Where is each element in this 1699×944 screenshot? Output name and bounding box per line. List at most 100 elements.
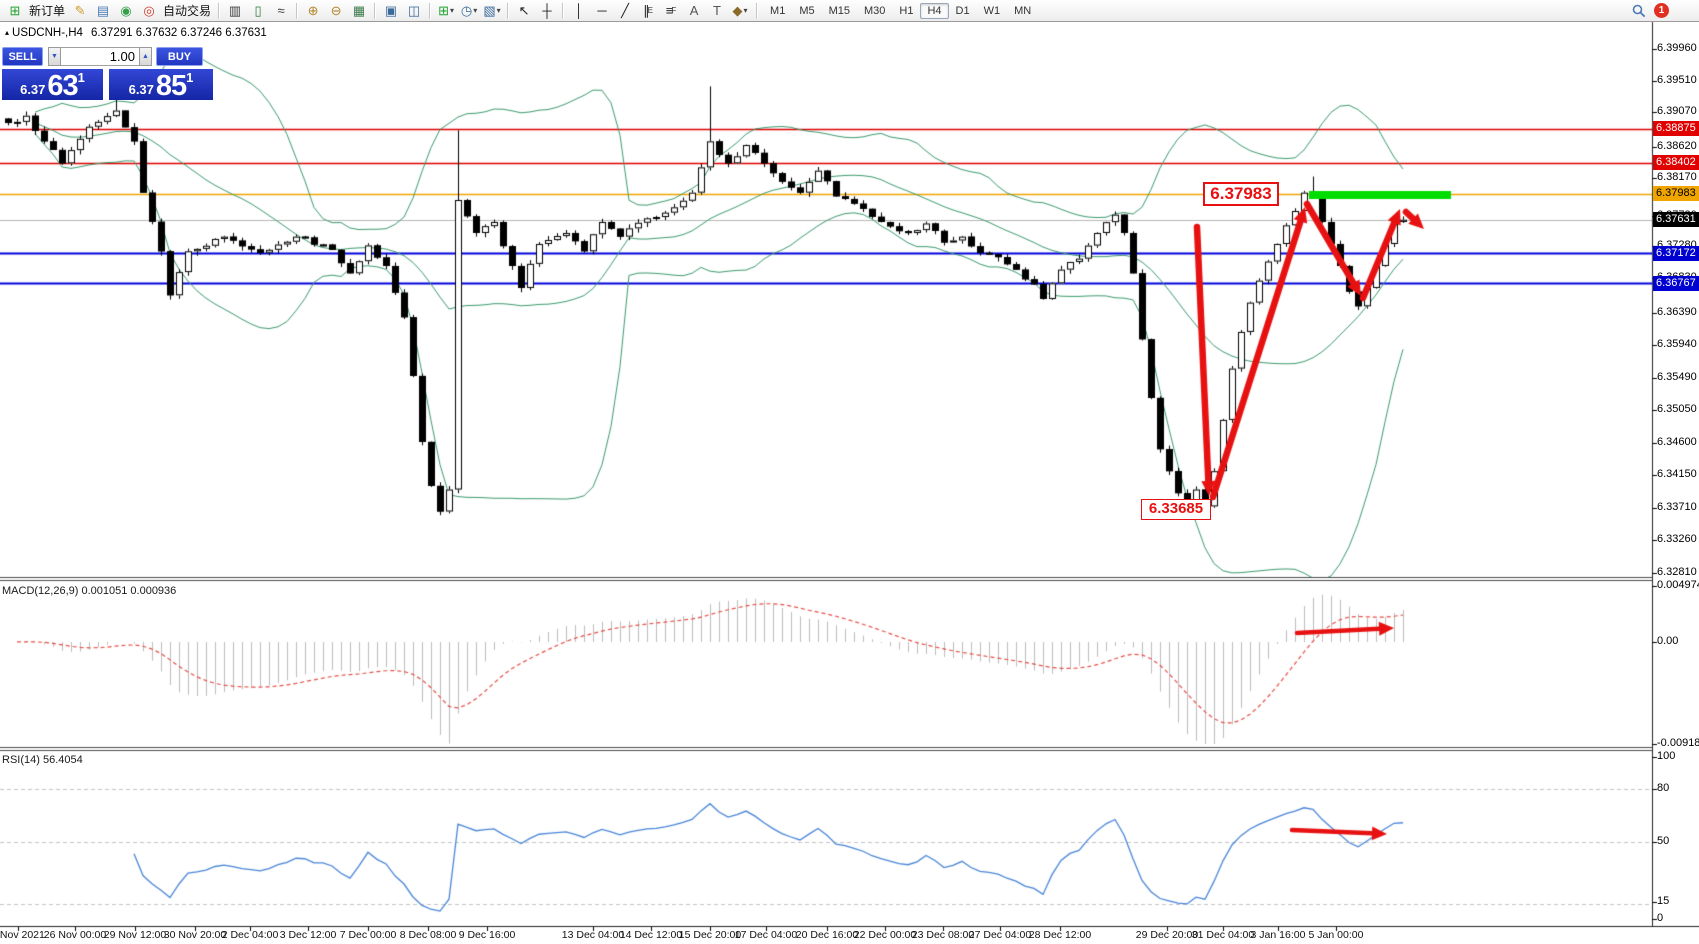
timeframe-h4[interactable]: H4 bbox=[920, 2, 949, 19]
collapse-icon[interactable]: ▴ bbox=[5, 28, 10, 37]
timeframe-d1[interactable]: D1 bbox=[955, 4, 970, 17]
notification-badge[interactable]: 1 bbox=[1654, 3, 1669, 18]
grid-snap-icon: ◫ bbox=[407, 2, 421, 18]
timeframe-mn[interactable]: MN bbox=[1014, 4, 1032, 17]
time-axis-label: 29 Dec 20:00 bbox=[1135, 929, 1199, 941]
arrows-button[interactable]: ◆ ▾ bbox=[729, 1, 751, 21]
grid-snap-button[interactable]: ◫ bbox=[403, 1, 425, 21]
line-chart-icon: ≈ bbox=[277, 2, 285, 18]
price-axis-tick: 6.35940 bbox=[1657, 338, 1697, 350]
time-axis-label: 17 Dec 04:00 bbox=[734, 929, 798, 941]
horizontal-line-button[interactable]: ─ bbox=[591, 1, 613, 21]
bar-chart-button[interactable]: ▥ bbox=[224, 1, 246, 21]
volume-down-button[interactable]: ▼ bbox=[48, 47, 61, 66]
symbol-ohlc: 6.37291 6.37632 6.37246 6.37631 bbox=[90, 27, 267, 39]
vertical-line-button[interactable]: │ bbox=[568, 1, 590, 21]
equidistant-channel-button[interactable]: ∥ E bbox=[637, 1, 659, 21]
sell-price-small: 6.37 bbox=[20, 82, 46, 97]
zoom-out-icon: ⊖ bbox=[330, 2, 342, 18]
autotrading-button[interactable]: ◎ bbox=[138, 1, 160, 21]
autotrading-label[interactable]: 自动交易 bbox=[163, 4, 212, 18]
new-order-button[interactable]: ⊞ bbox=[4, 1, 26, 21]
price-axis-tick: 6.38620 bbox=[1657, 140, 1697, 152]
signals-button[interactable]: ◉ bbox=[115, 1, 137, 21]
arrows-icon: ◆ bbox=[732, 2, 743, 18]
buy-price[interactable]: 6.37 85 1 bbox=[109, 69, 213, 101]
text-label-button[interactable]: T bbox=[706, 1, 728, 21]
toolbar-group: ↖ ┼ bbox=[513, 1, 558, 21]
candlestick-chart-button[interactable]: ▯ bbox=[247, 1, 269, 21]
periods-button[interactable]: ◷ ▾ bbox=[458, 1, 480, 21]
tile-windows-icon: ▦ bbox=[352, 2, 366, 18]
toolbar-separator bbox=[374, 2, 377, 19]
line-chart-button[interactable]: ≈ bbox=[270, 1, 292, 21]
profiles-button[interactable]: ▤ bbox=[92, 1, 114, 21]
time-axis-label: 8 Dec 08:00 bbox=[399, 929, 457, 941]
toolbar: ⊞ 新订单 ✎ ▤ ◉ ◎ 自动交易 ▥ ▯ ≈ ⊕ ⊖ ▦ ▣ ◫ ⊞ ▾ ◷ ▾ ▧ ▾ ↖ ┼ │ ─ ╱ ∥ E ≡ F A T ◆ ▾ … bbox=[0, 0, 1699, 22]
price-axis-tick: 6.39510 bbox=[1657, 74, 1697, 86]
profiles-icon: ▤ bbox=[96, 2, 110, 18]
price-axis-tick: 6.35050 bbox=[1657, 403, 1697, 415]
timeframe-w1[interactable]: W1 bbox=[983, 4, 1001, 17]
one-click-trading-panel: SELL ▼ ▲ BUY 6.37 63 1 6.37 85 1 bbox=[2, 47, 216, 102]
macd-axis-tick: 0.004974 bbox=[1657, 579, 1699, 591]
timeframe-m15[interactable]: M15 bbox=[828, 4, 850, 17]
trendline-icon: ╱ bbox=[621, 2, 629, 18]
time-axis-label: 28 Dec 12:00 bbox=[1028, 929, 1092, 941]
time-axis-label: 15 Dec 20:00 bbox=[678, 929, 742, 941]
add-indicator-button[interactable]: ⊞ ▾ bbox=[435, 1, 457, 21]
timeframe-m30[interactable]: M30 bbox=[864, 4, 886, 17]
timeframe-m1[interactable]: M1 bbox=[770, 4, 786, 17]
highlighter-button[interactable]: ✎ bbox=[69, 1, 91, 21]
fibonacci-button[interactable]: ≡ F bbox=[660, 1, 682, 21]
time-axis-label: 4 Nov 2021 bbox=[0, 929, 45, 941]
price-axis-tick: 6.34150 bbox=[1657, 468, 1697, 480]
text-button[interactable]: A bbox=[683, 1, 705, 21]
price-annotation-high[interactable]: 6.37983 bbox=[1203, 182, 1279, 206]
sell-price-big: 63 bbox=[47, 70, 78, 102]
tile-windows-button[interactable]: ▦ bbox=[348, 1, 370, 21]
new-order-label[interactable]: 新订单 bbox=[29, 4, 66, 18]
timeframe-h1[interactable]: H1 bbox=[899, 4, 914, 17]
new-order-icon: ⊞ bbox=[9, 2, 21, 18]
toolbar-group: ⊕ ⊖ ▦ bbox=[302, 1, 370, 21]
vertical-line-icon: │ bbox=[574, 2, 584, 18]
zoom-out-button[interactable]: ⊖ bbox=[325, 1, 347, 21]
price-axis-tick: 6.36390 bbox=[1657, 306, 1697, 318]
time-axis-label: 5 Jan 00:00 bbox=[1308, 929, 1364, 941]
symbol-name: USDCNH-,H4 bbox=[12, 27, 83, 39]
symbol-title: ▴ USDCNH-,H4 6.37291 6.37632 6.37246 6.376… bbox=[5, 27, 267, 39]
crosshair-button[interactable]: ┼ bbox=[536, 1, 558, 21]
rsi-axis-tick: 15 bbox=[1657, 895, 1670, 907]
sell-price[interactable]: 6.37 63 1 bbox=[2, 69, 103, 102]
zoom-in-button[interactable]: ⊕ bbox=[302, 1, 324, 21]
sell-button[interactable]: SELL bbox=[2, 47, 43, 66]
cursor-button[interactable]: ↖ bbox=[513, 1, 535, 21]
signals-icon: ◉ bbox=[120, 2, 132, 18]
zoom-in-icon: ⊕ bbox=[307, 2, 319, 18]
timeframe-buttons: M1 M5 M15 M30 H1 H4 D1 W1 MN bbox=[763, 2, 1038, 19]
trendline-button[interactable]: ╱ bbox=[614, 1, 636, 21]
chevron-down-icon: ▾ bbox=[496, 5, 501, 15]
autotrading-icon: ◎ bbox=[143, 2, 155, 18]
search-icon[interactable] bbox=[1632, 4, 1646, 18]
sell-price-sup: 1 bbox=[77, 70, 85, 85]
timeframe-m5[interactable]: M5 bbox=[799, 4, 815, 17]
volume-input[interactable] bbox=[61, 47, 139, 66]
rsi-axis-tick: 100 bbox=[1657, 750, 1676, 762]
price-annotation-low[interactable]: 6.33685 bbox=[1141, 499, 1211, 520]
time-axis-label: 3 Jan 16:00 bbox=[1250, 929, 1306, 941]
price-axis-badge: 6.38875 bbox=[1653, 121, 1699, 136]
one-click-prices: 6.37 63 1 6.37 85 1 bbox=[2, 69, 216, 102]
text-label-icon: T bbox=[713, 2, 721, 18]
templates-button[interactable]: ▧ ▾ bbox=[481, 1, 503, 21]
horizontal-line-icon: ─ bbox=[597, 2, 607, 18]
toolbar-separator bbox=[507, 2, 510, 19]
text-icon: A bbox=[689, 2, 699, 18]
toolbar-separator bbox=[756, 2, 759, 19]
volume-up-button[interactable]: ▲ bbox=[139, 47, 152, 66]
buy-button[interactable]: BUY bbox=[156, 47, 203, 66]
macd-axis-tick: 0.00 bbox=[1657, 635, 1679, 647]
auto-arrange-button[interactable]: ▣ bbox=[380, 1, 402, 21]
